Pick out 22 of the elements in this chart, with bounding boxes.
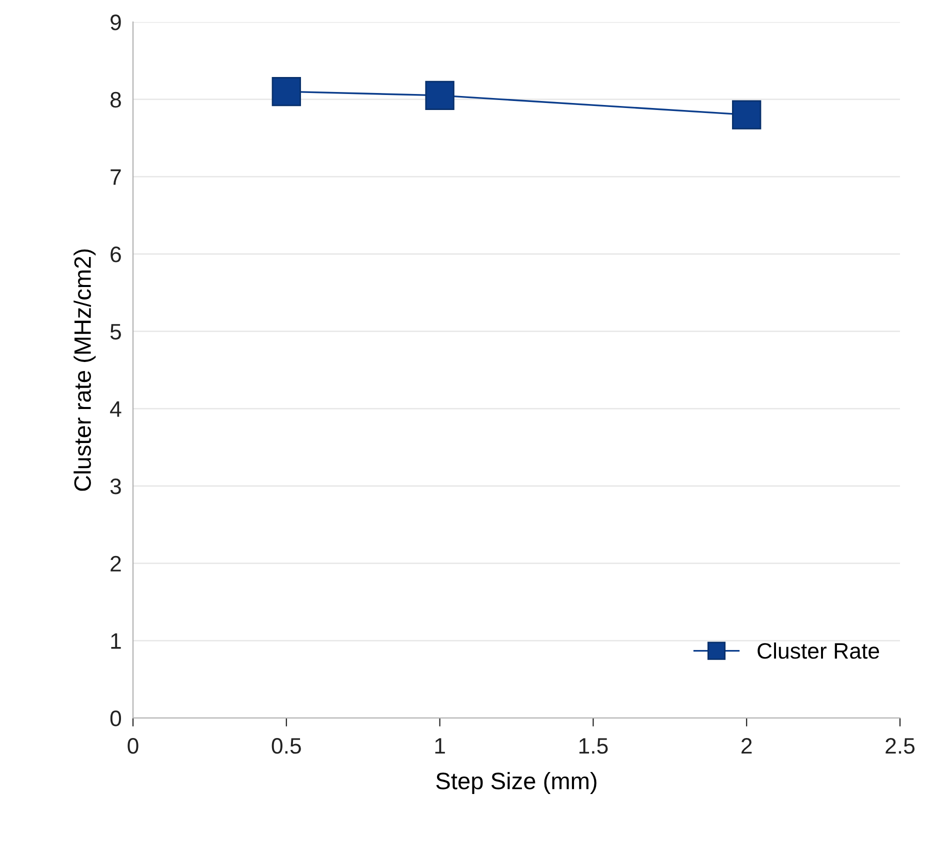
y-tick-label: 3	[110, 478, 121, 494]
x-tick-label: 2.5	[886, 738, 915, 754]
y-tick-label: 2	[110, 556, 121, 572]
y-tick-label: 1	[111, 633, 121, 649]
y-tick-label: 4	[110, 401, 122, 417]
x-tick-label: 2	[742, 738, 752, 754]
x-tick-label: 1	[435, 738, 445, 754]
y-tick-label: 9	[110, 14, 121, 30]
x-axis-title: Step Size (mm)	[436, 772, 596, 794]
x-tick-label: 0	[128, 738, 138, 754]
y-tick-label: 7	[110, 169, 121, 185]
point	[272, 77, 301, 106]
y-tick-label: 5	[110, 324, 121, 340]
y-axis-title: Cluster rate (MHz/cm2)	[74, 249, 96, 491]
y-tick-label: 0	[110, 710, 122, 726]
point	[732, 100, 762, 130]
point	[425, 80, 454, 110]
y-tick-label: 6	[110, 246, 121, 262]
x-tick-label: 0.5	[272, 738, 301, 754]
legend-label: Cluster Rate	[758, 642, 880, 659]
x-tick-label: 1.5	[579, 738, 608, 754]
y-tick-label: 8	[110, 92, 121, 108]
